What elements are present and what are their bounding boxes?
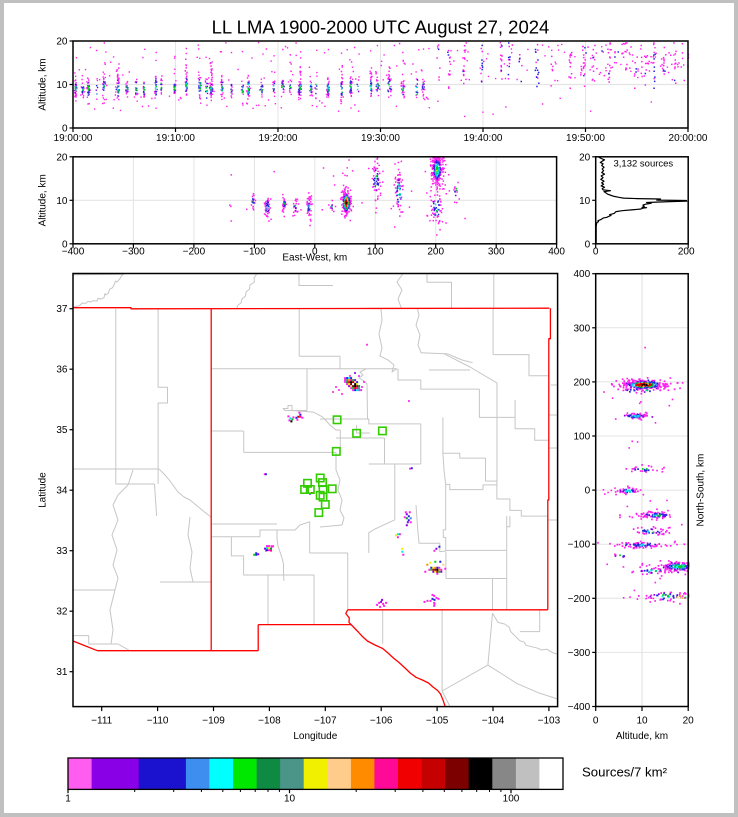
svg-text:20: 20 <box>56 37 68 48</box>
svg-text:35: 35 <box>56 425 68 436</box>
svg-text:0: 0 <box>593 716 599 727</box>
svg-text:100: 100 <box>367 247 384 258</box>
svg-text:19:30:00: 19:30:00 <box>361 133 400 144</box>
svg-text:−110: −110 <box>147 716 169 727</box>
svg-text:19:40:00: 19:40:00 <box>464 133 503 144</box>
svg-text:Altitude, km: Altitude, km <box>38 58 49 110</box>
svg-text:19:20:00: 19:20:00 <box>259 133 298 144</box>
svg-text:−107: −107 <box>314 716 337 727</box>
svg-text:−300: −300 <box>568 648 591 659</box>
svg-text:−100: −100 <box>568 540 591 551</box>
svg-text:34: 34 <box>56 486 68 497</box>
svg-text:0: 0 <box>62 124 68 135</box>
svg-text:10: 10 <box>284 794 296 805</box>
svg-text:19:00:00: 19:00:00 <box>54 133 93 144</box>
svg-text:200: 200 <box>574 377 591 388</box>
svg-text:100: 100 <box>574 432 591 443</box>
svg-text:32: 32 <box>56 607 68 618</box>
svg-text:300: 300 <box>488 247 505 258</box>
svg-text:0: 0 <box>593 247 599 258</box>
svg-text:1: 1 <box>65 794 71 805</box>
svg-text:0: 0 <box>585 486 591 497</box>
svg-text:−400: −400 <box>568 702 591 713</box>
svg-text:−300: −300 <box>122 247 145 258</box>
svg-text:0: 0 <box>585 239 591 250</box>
svg-text:−105: −105 <box>426 716 449 727</box>
svg-text:Latitude: Latitude <box>38 472 49 508</box>
svg-text:200: 200 <box>678 247 695 258</box>
svg-text:Altitude, km: Altitude, km <box>616 731 668 742</box>
svg-text:−111: −111 <box>91 716 112 727</box>
svg-text:−100: −100 <box>243 247 266 258</box>
svg-text:36: 36 <box>56 365 68 376</box>
svg-text:20:00:00: 20:00:00 <box>669 133 708 144</box>
svg-text:200: 200 <box>427 247 444 258</box>
svg-text:100: 100 <box>503 794 520 805</box>
svg-text:31: 31 <box>56 667 68 678</box>
svg-text:−103: −103 <box>538 716 561 727</box>
svg-text:10: 10 <box>56 196 68 207</box>
svg-text:300: 300 <box>574 323 591 334</box>
svg-text:Altitude, km: Altitude, km <box>38 174 49 226</box>
svg-text:20: 20 <box>579 152 591 163</box>
svg-text:10: 10 <box>579 196 591 207</box>
svg-text:33: 33 <box>56 546 68 557</box>
svg-text:37: 37 <box>56 304 68 315</box>
svg-text:−200: −200 <box>183 247 206 258</box>
svg-text:20: 20 <box>683 716 695 727</box>
svg-text:Longitude: Longitude <box>293 731 337 742</box>
svg-text:−200: −200 <box>568 594 591 605</box>
svg-text:Sources/7 km²: Sources/7 km² <box>582 765 668 780</box>
svg-text:LL LMA 1900-2000 UTC August 27: LL LMA 1900-2000 UTC August 27, 2024 <box>212 17 550 38</box>
svg-text:East-West, km: East-West, km <box>282 253 347 264</box>
svg-text:0: 0 <box>312 247 318 258</box>
svg-text:19:10:00: 19:10:00 <box>156 133 195 144</box>
svg-text:0: 0 <box>62 239 68 250</box>
svg-text:10: 10 <box>636 716 648 727</box>
svg-text:−106: −106 <box>370 716 393 727</box>
svg-text:3,132 sources: 3,132 sources <box>614 159 674 170</box>
svg-text:20: 20 <box>56 152 68 163</box>
svg-text:10: 10 <box>56 80 68 91</box>
svg-text:−108: −108 <box>258 716 281 727</box>
svg-text:400: 400 <box>548 247 565 258</box>
svg-text:−104: −104 <box>482 716 505 727</box>
svg-text:−400: −400 <box>62 247 85 258</box>
svg-text:−109: −109 <box>202 716 225 727</box>
svg-text:400: 400 <box>574 269 591 280</box>
svg-text:19:50:00: 19:50:00 <box>566 133 605 144</box>
svg-text:North-South, km: North-South, km <box>696 454 707 527</box>
